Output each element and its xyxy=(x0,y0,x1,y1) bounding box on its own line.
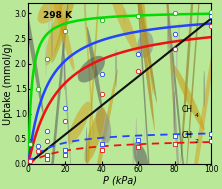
Ellipse shape xyxy=(137,0,153,120)
Circle shape xyxy=(173,91,175,136)
Ellipse shape xyxy=(87,27,102,109)
Point xyxy=(173,32,176,35)
Ellipse shape xyxy=(110,0,138,53)
Point xyxy=(28,158,32,161)
Ellipse shape xyxy=(158,0,189,189)
Point xyxy=(210,132,213,135)
Point xyxy=(100,18,103,21)
Circle shape xyxy=(204,70,205,108)
Circle shape xyxy=(136,118,137,156)
Circle shape xyxy=(64,53,65,91)
Point xyxy=(136,138,140,141)
Point xyxy=(210,25,213,28)
Ellipse shape xyxy=(137,32,154,58)
Ellipse shape xyxy=(86,68,118,189)
Point xyxy=(36,150,39,153)
Circle shape xyxy=(176,40,177,77)
Point xyxy=(63,154,67,157)
Text: 4: 4 xyxy=(195,113,199,118)
Circle shape xyxy=(45,39,47,76)
Point xyxy=(45,130,48,133)
Point xyxy=(136,15,140,18)
Ellipse shape xyxy=(167,0,186,189)
Ellipse shape xyxy=(45,0,67,66)
Circle shape xyxy=(178,22,180,48)
Ellipse shape xyxy=(48,0,74,70)
Point xyxy=(136,145,140,148)
Circle shape xyxy=(62,65,63,81)
Text: CH: CH xyxy=(182,131,193,140)
Point xyxy=(45,157,48,160)
Point xyxy=(210,139,213,142)
Circle shape xyxy=(48,0,50,39)
Point xyxy=(36,145,39,148)
Ellipse shape xyxy=(52,0,82,62)
Text: 2: 2 xyxy=(195,139,199,144)
Ellipse shape xyxy=(133,0,154,189)
Circle shape xyxy=(144,126,145,143)
Point xyxy=(210,10,213,13)
Point xyxy=(173,142,176,145)
X-axis label: P (kPa): P (kPa) xyxy=(103,176,137,186)
Point xyxy=(136,52,140,55)
Ellipse shape xyxy=(96,108,111,143)
Ellipse shape xyxy=(84,107,105,163)
Ellipse shape xyxy=(81,0,94,141)
Circle shape xyxy=(85,0,86,30)
Ellipse shape xyxy=(42,0,71,189)
Ellipse shape xyxy=(161,0,176,137)
Point xyxy=(28,142,32,145)
Point xyxy=(45,153,48,156)
Text: CH: CH xyxy=(182,105,193,115)
Ellipse shape xyxy=(15,0,44,115)
Ellipse shape xyxy=(56,0,71,178)
Circle shape xyxy=(115,49,117,88)
Point xyxy=(100,149,103,152)
Ellipse shape xyxy=(78,56,105,82)
Point xyxy=(136,70,140,73)
Point xyxy=(173,135,176,138)
Point xyxy=(63,106,67,109)
Circle shape xyxy=(86,127,87,164)
Ellipse shape xyxy=(129,0,157,102)
Point xyxy=(36,87,39,90)
Point xyxy=(63,148,67,151)
Ellipse shape xyxy=(38,0,64,24)
Point xyxy=(28,159,32,162)
Ellipse shape xyxy=(186,0,202,175)
Ellipse shape xyxy=(68,101,91,144)
Point xyxy=(63,120,67,123)
Circle shape xyxy=(133,136,134,179)
Ellipse shape xyxy=(132,0,155,131)
Ellipse shape xyxy=(188,32,217,189)
Point xyxy=(45,57,48,60)
Circle shape xyxy=(167,13,169,53)
Point xyxy=(173,47,176,50)
Point xyxy=(100,72,103,75)
Circle shape xyxy=(51,18,53,64)
Point xyxy=(100,142,103,145)
Point xyxy=(210,15,213,18)
Point xyxy=(100,92,103,95)
Ellipse shape xyxy=(133,142,148,171)
Y-axis label: Uptake (mmol/g): Uptake (mmol/g) xyxy=(4,43,14,125)
Point xyxy=(45,140,48,143)
Ellipse shape xyxy=(77,0,105,189)
Text: 298 K: 298 K xyxy=(43,12,72,20)
Ellipse shape xyxy=(181,0,196,163)
Ellipse shape xyxy=(134,0,153,96)
Ellipse shape xyxy=(173,65,205,130)
Point xyxy=(63,29,67,33)
Point xyxy=(173,12,176,15)
